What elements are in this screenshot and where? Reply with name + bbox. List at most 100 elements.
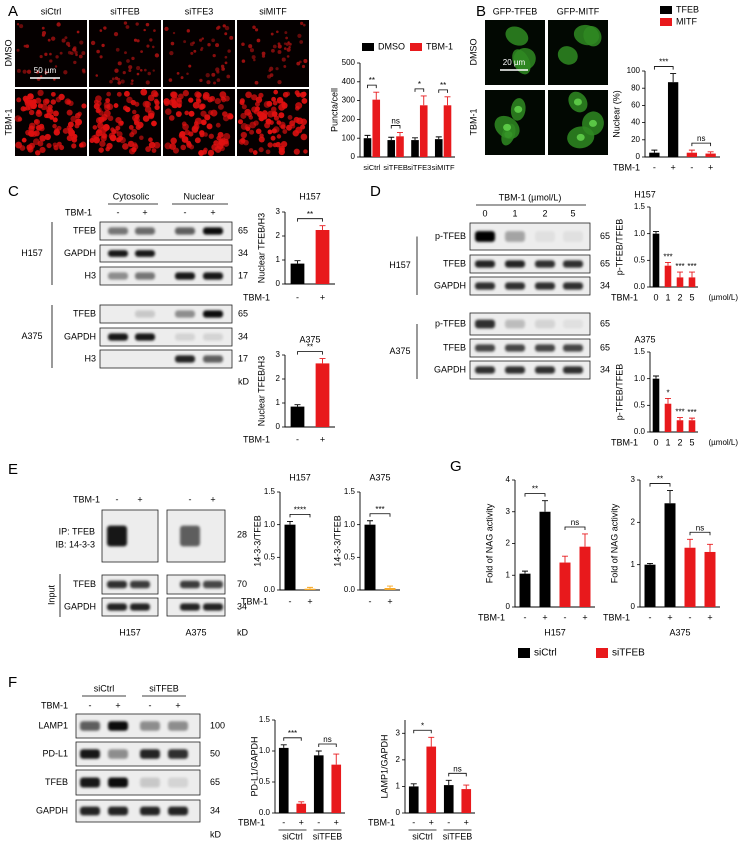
cell-spot	[241, 104, 247, 110]
x-axis-label: TBM-1	[368, 817, 395, 827]
x-tick-label: -	[649, 612, 652, 622]
cell-spot	[212, 53, 216, 58]
cell-spot	[284, 31, 288, 35]
lane-label: -	[116, 494, 119, 504]
x-tick-label: +	[299, 817, 304, 827]
cell-spot	[273, 89, 279, 95]
significance-label: *	[421, 721, 424, 730]
cell-spot	[229, 35, 234, 40]
nucleus	[588, 119, 597, 127]
ip-label: IB: 14-3-3	[55, 539, 95, 549]
lane-label: 2	[542, 208, 547, 218]
cell-spot	[193, 121, 199, 126]
axis	[644, 71, 720, 158]
cell-spot	[182, 90, 189, 97]
cell-spot	[61, 38, 66, 43]
bar	[664, 403, 672, 432]
y-axis-label: p-TFEB/TFEB	[614, 219, 624, 276]
significance-label: *	[666, 389, 669, 398]
cell-spot	[286, 124, 292, 131]
nucleus	[514, 105, 523, 113]
cell-spot	[33, 130, 40, 137]
band	[203, 355, 223, 363]
cell-spot	[33, 119, 39, 124]
significance-bracket	[438, 89, 448, 93]
y-tick-label: 400	[342, 77, 356, 86]
error-bar	[367, 520, 373, 525]
cell-spot	[273, 115, 280, 121]
cell-spot	[28, 109, 35, 116]
group-label: siCtrl	[282, 831, 303, 841]
cell-spot	[16, 48, 20, 52]
cell-spot	[95, 108, 101, 114]
y-tick-label: 3	[276, 350, 281, 359]
mw-label: 65	[238, 225, 248, 235]
cell-spot	[148, 141, 156, 149]
y-tick-label: 0.5	[634, 400, 646, 409]
bar	[372, 99, 381, 157]
cell-spot	[223, 95, 230, 102]
band	[108, 272, 128, 280]
cell-spot	[26, 69, 32, 74]
cell-spot	[180, 144, 187, 151]
cell-spot	[226, 112, 234, 120]
error-bar	[280, 744, 287, 748]
error-bar	[670, 73, 677, 83]
unit-label: kD	[237, 627, 249, 637]
band	[475, 231, 495, 242]
significance-label: ***	[675, 262, 684, 271]
band	[180, 580, 200, 589]
y-tick-label: 1.0	[344, 520, 356, 529]
cell-spot	[143, 28, 146, 32]
cell-spot	[23, 44, 27, 48]
x-axis-label: TBM-1	[603, 612, 630, 622]
cell-spot	[93, 134, 100, 140]
cell-spot	[44, 52, 48, 56]
cell-spot	[15, 141, 23, 149]
y-axis-label: Fold of NAG activity	[609, 503, 619, 583]
cell-spot	[145, 146, 152, 152]
cell-spot	[170, 137, 177, 145]
protein-label: H3	[84, 353, 96, 363]
cell-spot	[139, 68, 143, 72]
y-tick-label: 200	[342, 115, 356, 124]
y-tick-label: 0	[276, 422, 281, 431]
cell-spot	[118, 120, 124, 127]
cell-spot	[248, 44, 253, 49]
cell-spot	[210, 109, 218, 117]
band	[563, 231, 583, 242]
x-tick-label: -	[447, 817, 450, 827]
cell-spot	[301, 98, 308, 104]
cell-spot	[128, 125, 134, 130]
y-tick-label: 1	[506, 570, 511, 579]
mw-label: 65	[210, 777, 220, 787]
error-bar	[444, 96, 451, 106]
cell-spot	[100, 135, 107, 142]
bar	[364, 524, 376, 590]
cell-spot	[241, 59, 246, 63]
cell-spot	[135, 22, 139, 26]
band	[505, 366, 525, 374]
cell-spot	[202, 92, 210, 99]
y-tick-label: 0.0	[634, 282, 646, 291]
bar	[434, 139, 443, 157]
cell-spot	[170, 91, 178, 99]
cell-spot	[80, 141, 87, 148]
cell-spot	[299, 91, 306, 98]
significance-label: ***	[663, 253, 672, 262]
x-tick-label: +	[429, 817, 434, 827]
blot	[99, 266, 233, 286]
cell-spot	[299, 40, 304, 44]
cell-line-label: H157	[21, 248, 43, 258]
cell-spot	[81, 103, 87, 109]
y-tick-label: 1.5	[264, 487, 276, 496]
cell-spot	[128, 68, 132, 73]
error-bar	[665, 262, 671, 266]
error-bar	[653, 375, 659, 379]
cell-spot	[140, 88, 148, 96]
x-tick-label: 1	[665, 292, 670, 302]
y-tick-label: 3	[631, 475, 636, 484]
lane-label: +	[142, 207, 147, 217]
legend-label: TBM-1	[426, 41, 453, 51]
cell-spot	[272, 44, 277, 49]
